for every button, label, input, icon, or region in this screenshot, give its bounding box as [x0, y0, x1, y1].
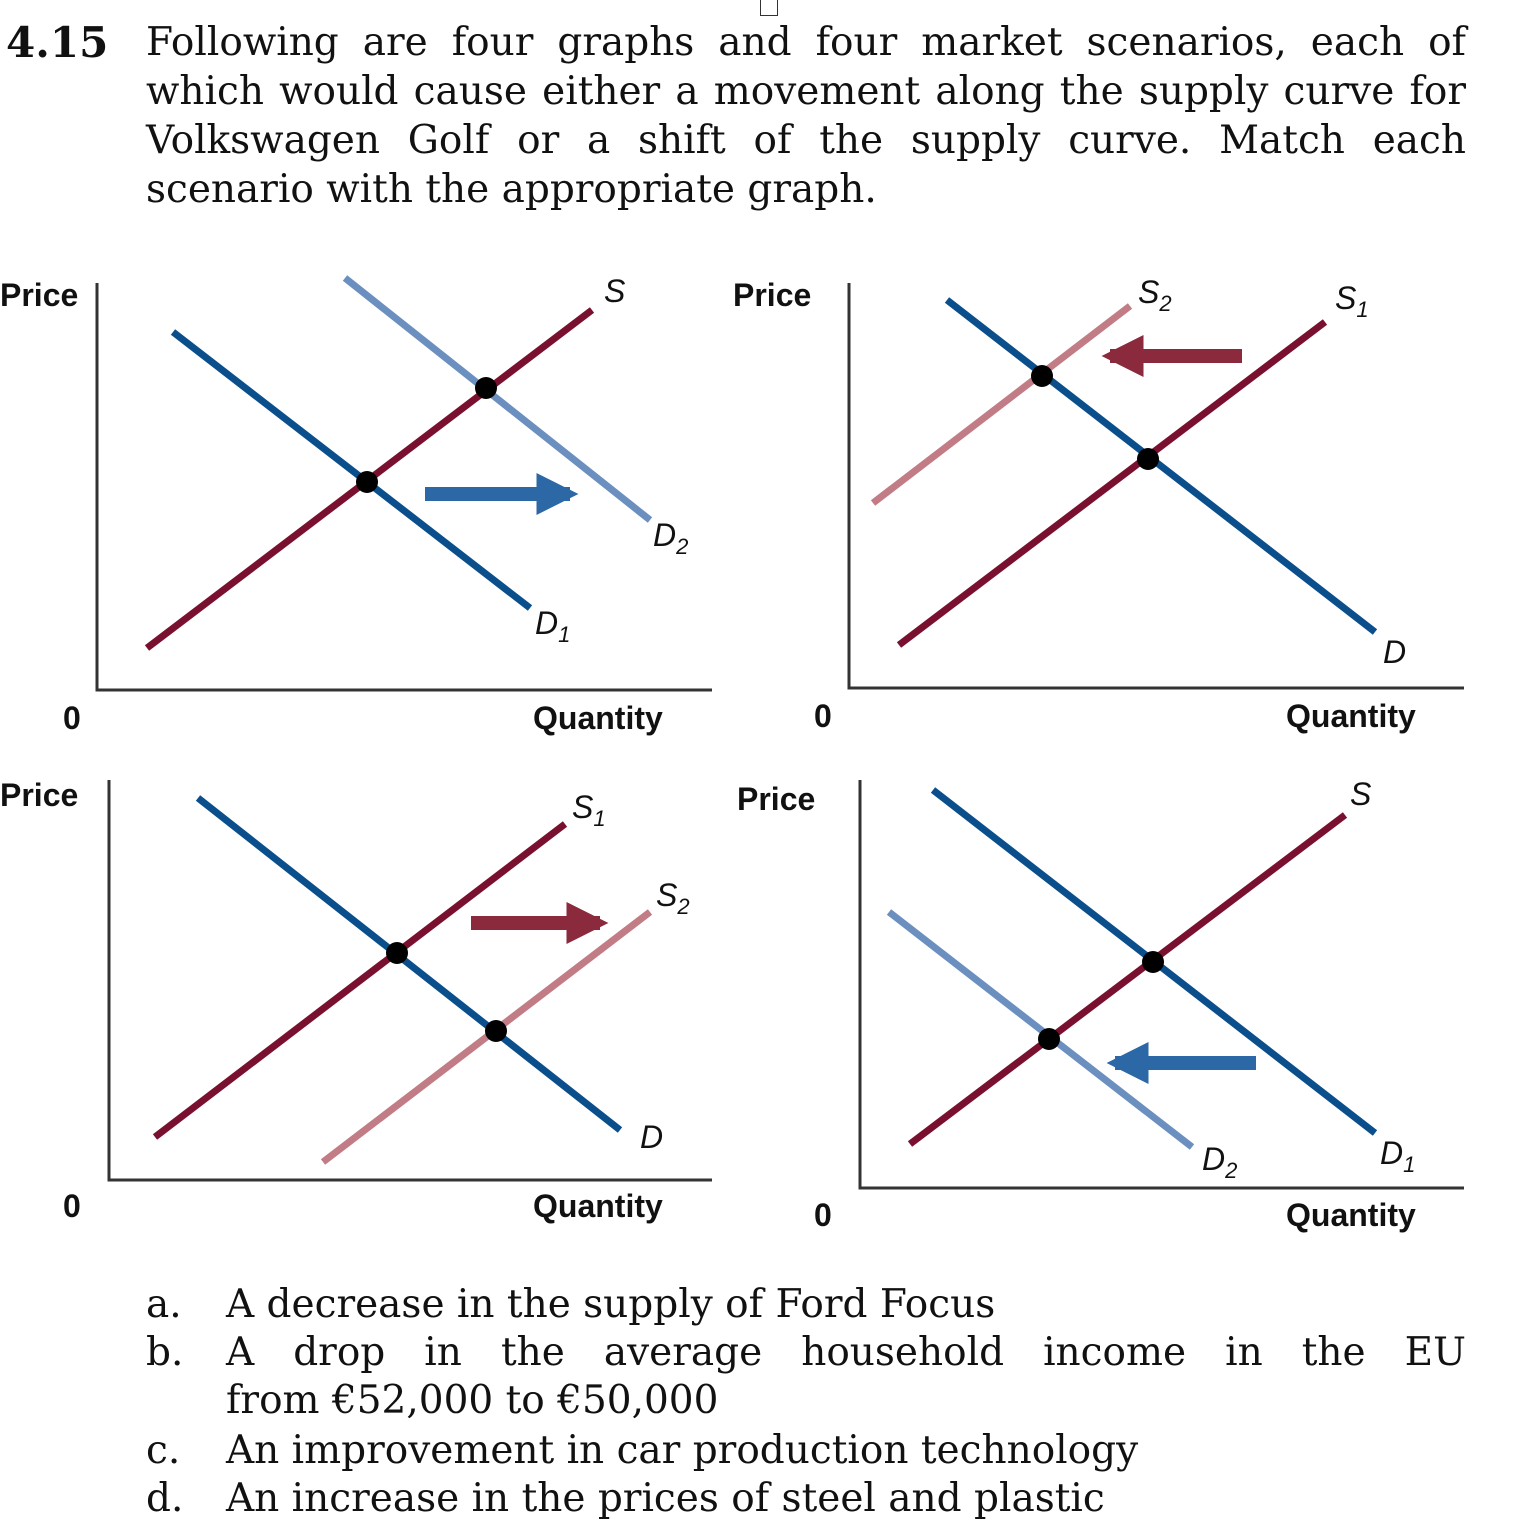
scenario-text: A decrease in the supply of Ford Focus: [226, 1282, 996, 1327]
graph4-demand-2-curve: [886, 909, 1195, 1150]
graph2-supply-2-curve: [870, 303, 1133, 506]
scenario-letter: c.: [146, 1428, 181, 1473]
graph-supply-decrease: Price Quantity 0 S2 S1 D: [733, 274, 1464, 734]
graph3-axes: [107, 780, 712, 1182]
graph2-origin: 0: [814, 698, 832, 734]
graph2-axes: [847, 283, 1464, 690]
scenario-letter: d.: [146, 1476, 184, 1521]
graph1-label-s: S: [604, 273, 625, 309]
graph-demand-increase: Price Quantity 0 S D1 D2: [0, 273, 712, 736]
scenario-letter: b.: [146, 1330, 184, 1375]
graph3-label-s1: S1: [572, 789, 606, 831]
graph4-y-label: Price: [737, 781, 815, 817]
graph1-label-d2: D2: [653, 517, 688, 559]
graph3-supply-2-curve: [320, 909, 653, 1165]
graph4-label-s: S: [1350, 776, 1371, 812]
graph4-equilibrium-2: [1038, 1028, 1060, 1050]
graph1-demand-2-curve: [342, 275, 653, 523]
graph2-label-s2: S2: [1138, 274, 1172, 316]
graph3-equilibrium-1: [386, 942, 408, 964]
graph1-equilibrium-1: [356, 471, 378, 493]
graph1-label-d1: D1: [535, 605, 570, 647]
scenario-text-line1: A drop in the average household income i…: [226, 1330, 1466, 1375]
graph4-supply-curve: [907, 812, 1348, 1147]
graph1-x-label: Quantity: [533, 700, 663, 736]
scenario-text-line2: from €52,000 to €50,000: [226, 1378, 719, 1423]
graph-demand-decrease: Price Quantity 0 S D2 D1: [737, 776, 1464, 1233]
graph3-origin: 0: [63, 1188, 81, 1224]
scenario-letter: a.: [146, 1282, 182, 1327]
graph3-label-s2: S2: [656, 877, 690, 919]
problem-statement: 4.15 Following are four graphs and four …: [0, 8, 1527, 212]
graph3-demand-curve: [195, 795, 623, 1133]
graph4-label-d1: D1: [1380, 1135, 1415, 1177]
graph1-origin: 0: [63, 700, 81, 736]
graph2-supply-1-curve: [896, 319, 1328, 648]
problem-text: Following are four graphs and four marke…: [146, 20, 1466, 212]
problem-number: 4.15: [6, 18, 109, 67]
graph2-demand-curve: [944, 297, 1378, 635]
graph2-label-d: D: [1383, 634, 1406, 670]
graph2-y-label: Price: [733, 277, 811, 313]
graph4-x-label: Quantity: [1286, 1197, 1416, 1233]
graph1-y-label: Price: [0, 277, 78, 313]
graph2-x-label: Quantity: [1286, 698, 1416, 734]
scenario-text: An improvement in car production technol…: [226, 1428, 1139, 1473]
graph4-label-d2: D2: [1202, 1141, 1237, 1183]
graph3-x-label: Quantity: [533, 1188, 663, 1224]
graph3-y-label: Price: [0, 777, 78, 813]
checkbox-marker: [760, 0, 778, 16]
graph2-equilibrium-2: [1031, 365, 1053, 387]
graph2-label-s1: S1: [1335, 280, 1369, 322]
graph1-equilibrium-2: [475, 377, 497, 399]
graph4-origin: 0: [814, 1197, 832, 1233]
graph3-equilibrium-2: [485, 1020, 507, 1042]
graph-supply-increase: Price Quantity 0 S1 S2 D: [0, 777, 712, 1224]
graphs-panel: Price Quantity 0 S D1 D2 Price Quantity …: [0, 273, 1464, 1233]
graph1-demand-1-curve: [170, 329, 533, 611]
graph4-equilibrium-1: [1142, 951, 1164, 973]
graph2-equilibrium-1: [1137, 448, 1159, 470]
scenario-text: An increase in the prices of steel and p…: [226, 1476, 1105, 1521]
graph1-axes: [95, 283, 712, 692]
graph4-axes: [858, 780, 1464, 1190]
graph3-label-d: D: [640, 1119, 663, 1155]
graph3-supply-1-curve: [152, 821, 568, 1140]
